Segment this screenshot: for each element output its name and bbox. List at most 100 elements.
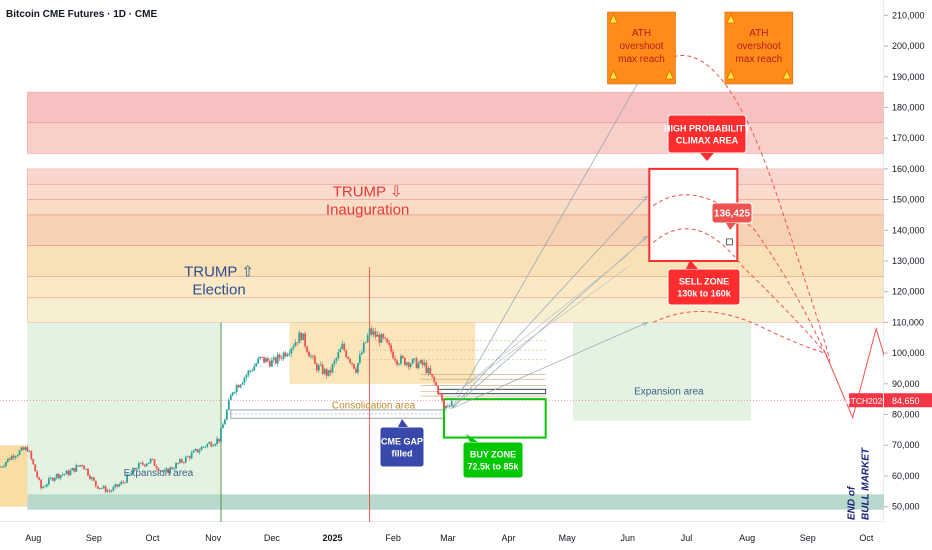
candle[interactable] [94,480,97,488]
candle[interactable] [292,343,295,351]
candle[interactable] [47,476,50,487]
candle[interactable] [108,488,111,494]
candle[interactable] [8,456,11,461]
candle[interactable] [20,446,23,452]
candle[interactable] [308,350,310,357]
candle[interactable] [249,369,252,374]
candle[interactable] [69,468,72,476]
candle[interactable] [57,473,60,480]
candle[interactable] [14,455,17,461]
candle[interactable] [251,368,254,373]
candle[interactable] [272,354,275,364]
candle[interactable] [419,359,422,364]
candle[interactable] [351,362,353,367]
candle[interactable] [73,467,76,473]
candle[interactable] [433,375,436,386]
candle[interactable] [130,472,132,475]
candle[interactable] [284,350,287,358]
candle[interactable] [224,417,226,425]
candle[interactable] [61,472,64,477]
candle[interactable] [34,464,37,472]
candle[interactable] [317,363,320,374]
candle[interactable] [335,357,338,364]
candle[interactable] [63,473,66,477]
candle[interactable] [118,483,121,488]
candle[interactable] [396,359,398,367]
candle[interactable] [222,421,224,429]
candle[interactable] [36,469,39,479]
candle[interactable] [132,466,134,474]
candle[interactable] [417,360,420,370]
candle[interactable] [210,440,213,448]
candle[interactable] [415,356,418,369]
candle[interactable] [53,476,56,483]
candle[interactable] [339,346,342,353]
candle[interactable] [421,358,424,368]
candle[interactable] [167,468,170,474]
price-axis[interactable]: 50,000 60,000 70,000 80,000 90,000 100,000 110… [845,0,932,550]
candle[interactable] [441,393,443,404]
candle[interactable] [376,330,379,337]
candle[interactable] [329,367,332,376]
candle[interactable] [124,481,127,484]
candlestick-series[interactable] [0,325,453,494]
candle[interactable] [0,465,1,468]
candle[interactable] [16,453,19,458]
candle[interactable] [77,465,80,467]
candle[interactable] [229,393,232,401]
candle[interactable] [437,384,439,396]
candle[interactable] [294,339,297,347]
candle[interactable] [51,477,54,482]
candle[interactable] [265,357,267,363]
candle[interactable] [445,405,447,411]
candle[interactable] [153,458,156,467]
candle[interactable] [179,457,181,464]
candle[interactable] [116,484,119,489]
candle[interactable] [313,353,316,364]
candle[interactable] [165,466,168,472]
candle[interactable] [259,356,262,361]
candle[interactable] [255,362,258,368]
candle[interactable] [241,381,244,386]
candle[interactable] [100,487,103,490]
candle[interactable] [149,457,152,464]
candle[interactable] [186,455,189,458]
candle[interactable] [208,440,211,445]
candle[interactable] [171,466,174,470]
candle[interactable] [347,356,350,360]
candle[interactable] [89,473,91,481]
candle[interactable] [448,403,451,410]
candle[interactable] [198,447,201,455]
candle[interactable] [443,398,445,410]
candle[interactable] [173,466,175,471]
candle[interactable] [65,470,68,475]
candle[interactable] [55,473,58,480]
candle[interactable] [405,361,408,368]
candle[interactable] [188,455,191,461]
candle[interactable] [243,376,246,386]
candle[interactable] [331,363,334,374]
candle[interactable] [349,357,351,365]
candle[interactable] [429,364,432,375]
candle[interactable] [394,355,396,363]
candle[interactable] [106,488,109,494]
candle[interactable] [368,325,371,339]
candle[interactable] [353,363,355,370]
candle[interactable] [42,485,44,489]
candle[interactable] [319,361,322,367]
candle[interactable] [104,484,107,494]
candle[interactable] [216,436,218,447]
candle[interactable] [200,445,203,451]
candle[interactable] [409,362,412,370]
last-price-marker[interactable]: BTCH2025 84,650 [845,393,932,408]
candle[interactable] [401,354,404,359]
candle[interactable] [439,390,441,397]
candle[interactable] [194,448,197,452]
candle[interactable] [413,358,416,362]
candle[interactable] [290,347,293,357]
candle[interactable] [159,469,162,473]
candle[interactable] [157,467,160,472]
candle[interactable] [227,398,230,411]
candle[interactable] [147,462,150,465]
candle[interactable] [357,362,359,375]
